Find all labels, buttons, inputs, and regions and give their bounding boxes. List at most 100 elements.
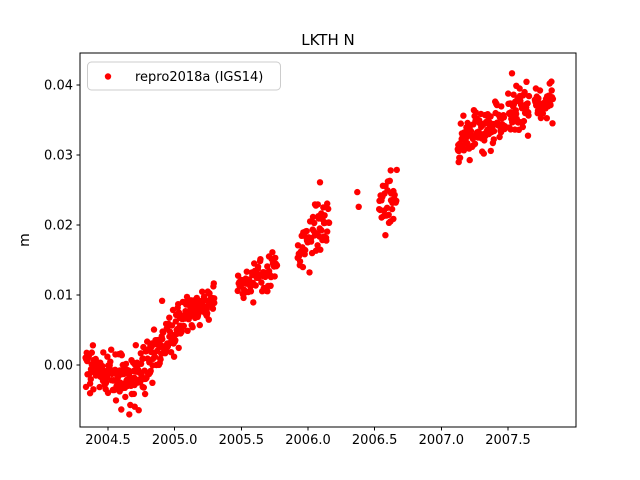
data-point (135, 407, 142, 414)
data-point (234, 272, 242, 279)
data-point (302, 246, 309, 254)
data-point (118, 406, 125, 413)
data-point (137, 350, 144, 357)
data-point (243, 268, 250, 275)
data-points-layer (82, 70, 557, 418)
data-point (196, 321, 203, 329)
data-point (549, 95, 557, 103)
data-point (318, 227, 325, 234)
legend-label: repro2018a (IGS14) (135, 70, 263, 85)
data-point (388, 205, 396, 213)
data-point (140, 384, 147, 391)
data-point (102, 379, 110, 387)
data-point (309, 213, 317, 221)
data-point (472, 109, 479, 116)
data-point (126, 411, 133, 418)
data-point (525, 112, 532, 119)
data-point (87, 376, 95, 383)
x-tick-label: 2007.5 (485, 433, 531, 448)
legend-marker-icon (104, 73, 112, 80)
data-point (180, 322, 187, 330)
data-point (104, 353, 111, 360)
data-point (172, 336, 179, 344)
data-point (355, 203, 362, 210)
data-point (166, 314, 173, 321)
data-point (108, 346, 115, 353)
data-point (168, 322, 176, 329)
data-point (103, 373, 111, 380)
data-point (383, 204, 391, 211)
data-point (296, 258, 304, 265)
axis-ticks: 2004.5 2005.0 2005.5 2006.0 2006.5 2007.0 2007… (44, 79, 531, 448)
data-point (139, 355, 147, 362)
y-tick-label: 0.02 (44, 218, 73, 233)
data-point (210, 280, 217, 287)
data-point (505, 90, 512, 97)
y-tick-label: 0.04 (44, 79, 73, 94)
data-point (549, 120, 556, 127)
x-tick-label: 2005.0 (152, 433, 198, 448)
data-point (490, 127, 498, 135)
data-point (524, 132, 532, 139)
y-axis-label: m (17, 233, 33, 247)
data-point (325, 205, 332, 213)
data-point (519, 123, 526, 131)
data-point (317, 246, 324, 253)
legend-box (87, 61, 281, 91)
data-point (520, 117, 528, 125)
data-point (184, 327, 191, 334)
y-tick-label: 0.03 (44, 149, 73, 164)
data-point (498, 103, 505, 110)
data-point (90, 386, 97, 393)
data-point (548, 87, 555, 94)
data-point (460, 112, 467, 119)
axes-box (79, 52, 577, 428)
data-point (455, 158, 462, 166)
data-point (548, 78, 555, 85)
data-point (158, 297, 166, 304)
data-point (321, 212, 328, 219)
legend: repro2018a (IGS14) (87, 61, 281, 91)
data-point (271, 273, 278, 280)
data-point (107, 358, 114, 365)
data-point (513, 110, 520, 118)
data-point (314, 201, 321, 208)
data-point (496, 133, 503, 141)
data-point (254, 263, 262, 270)
data-point (88, 349, 96, 356)
data-point (487, 113, 494, 120)
data-point (257, 256, 264, 263)
data-point (147, 367, 154, 375)
data-point (159, 335, 166, 343)
data-point (525, 92, 533, 100)
data-point (250, 299, 257, 306)
data-point (247, 288, 255, 295)
data-point (209, 305, 217, 312)
data-point (524, 100, 531, 107)
data-point (539, 110, 547, 117)
data-point (132, 342, 139, 349)
data-point (324, 228, 331, 235)
data-point (393, 166, 400, 174)
x-tick-label: 2005.5 (219, 433, 265, 448)
data-point (170, 353, 178, 360)
data-point (325, 219, 333, 226)
data-point (130, 390, 138, 398)
y-tick-label: 0.00 (44, 358, 73, 373)
data-point (149, 379, 156, 386)
data-point (466, 156, 473, 164)
data-point (89, 342, 97, 349)
data-point (324, 200, 331, 207)
data-point (112, 397, 120, 404)
data-point (211, 299, 218, 307)
data-point (480, 150, 487, 157)
data-point (252, 282, 259, 289)
data-point (487, 147, 494, 155)
data-point (535, 95, 542, 102)
data-point (258, 279, 265, 286)
data-point (150, 326, 158, 333)
x-tick-label: 2007.0 (419, 433, 465, 448)
data-point (96, 383, 103, 391)
